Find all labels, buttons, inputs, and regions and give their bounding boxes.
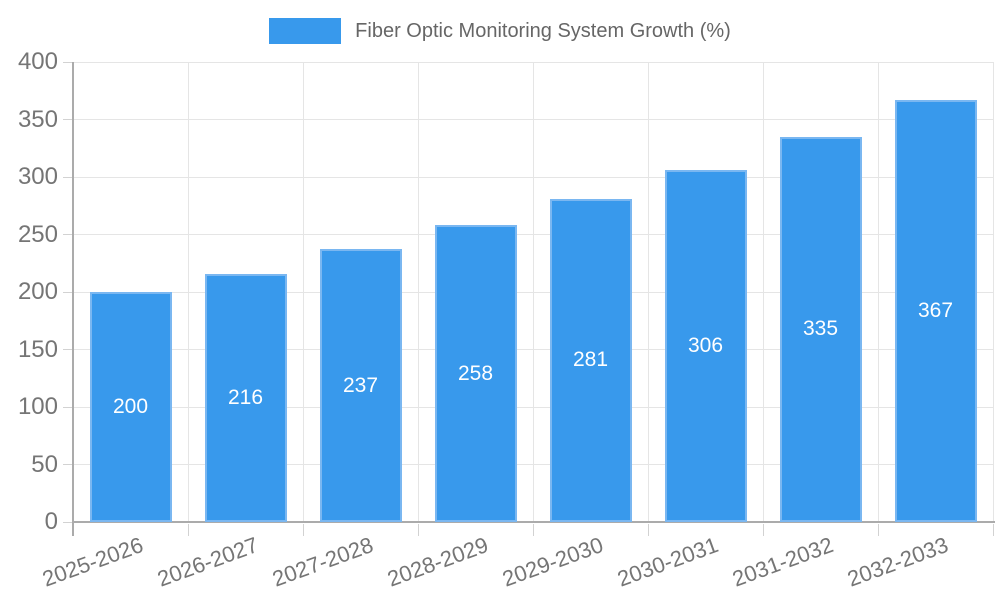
bar-value-label: 281 [572,348,609,372]
x-axis-label: 2031-2032 [729,532,837,592]
x-axis-label: 2028-2029 [384,532,492,592]
y-axis-label: 200 [17,278,58,305]
bar-value-label: 237 [342,373,379,397]
x-axis-tick [992,524,994,536]
y-axis-line [72,62,74,536]
y-axis-tick [63,234,73,235]
bar-value-label: 258 [457,361,494,385]
gridline-vertical [992,62,994,522]
x-axis-label: 2027-2028 [269,532,377,592]
y-axis-label: 100 [17,393,58,420]
y-axis-label: 400 [17,48,58,75]
x-axis-label: 2032-2033 [844,532,952,592]
y-axis-label: 0 [44,508,58,535]
bar[interactable]: 281 [549,198,632,522]
gridline-vertical [302,62,304,522]
x-axis-tick [877,524,879,536]
bar-value-label: 367 [917,298,954,322]
y-axis-label: 250 [17,220,58,248]
bar-value-label: 306 [687,334,724,358]
x-axis-label: 2026-2027 [154,532,262,592]
x-axis-tick [187,524,189,536]
y-axis-tick [63,61,73,63]
bar[interactable]: 216 [204,273,287,522]
x-axis-label: 2029-2030 [499,532,607,592]
bar[interactable]: 367 [894,99,977,522]
y-axis-label: 300 [17,163,58,190]
y-axis-tick [63,464,73,465]
x-axis-label: 2030-2031 [614,532,722,592]
y-axis-label: 350 [17,105,58,133]
bar[interactable]: 258 [434,225,517,522]
gridline-vertical [532,62,534,522]
chart-legend[interactable]: Fiber Optic Monitoring System Growth (%) [0,16,1000,46]
y-axis-tick [63,349,73,350]
x-axis-tick [647,524,649,536]
y-axis-tick [63,291,73,293]
y-axis-tick [63,119,73,120]
x-axis-line [73,521,995,523]
bar-value-label: 216 [227,385,264,409]
gridline-vertical [762,62,764,522]
legend-label: Fiber Optic Monitoring System Growth (%) [355,19,731,42]
bar[interactable]: 335 [779,136,862,522]
y-axis-tick [63,521,73,523]
bar[interactable]: 200 [89,292,172,522]
gridline-vertical [187,62,189,522]
y-axis-tick [63,176,73,178]
bar[interactable]: 306 [664,170,747,522]
bar[interactable]: 237 [319,249,402,522]
x-axis-tick [532,524,534,536]
legend-swatch [269,18,342,44]
x-axis-tick [762,524,764,536]
bar-value-label: 335 [802,317,839,341]
gridline-vertical [877,62,879,522]
bar-value-label: 200 [112,395,149,418]
gridline-vertical [417,62,419,522]
x-axis-tick [417,524,419,536]
gridline-vertical [647,62,649,522]
y-axis-label: 50 [31,450,58,478]
y-axis-tick [63,406,73,408]
x-axis-label: 2025-2026 [39,532,147,592]
x-axis-tick [302,524,304,536]
y-axis-label: 150 [17,335,58,363]
